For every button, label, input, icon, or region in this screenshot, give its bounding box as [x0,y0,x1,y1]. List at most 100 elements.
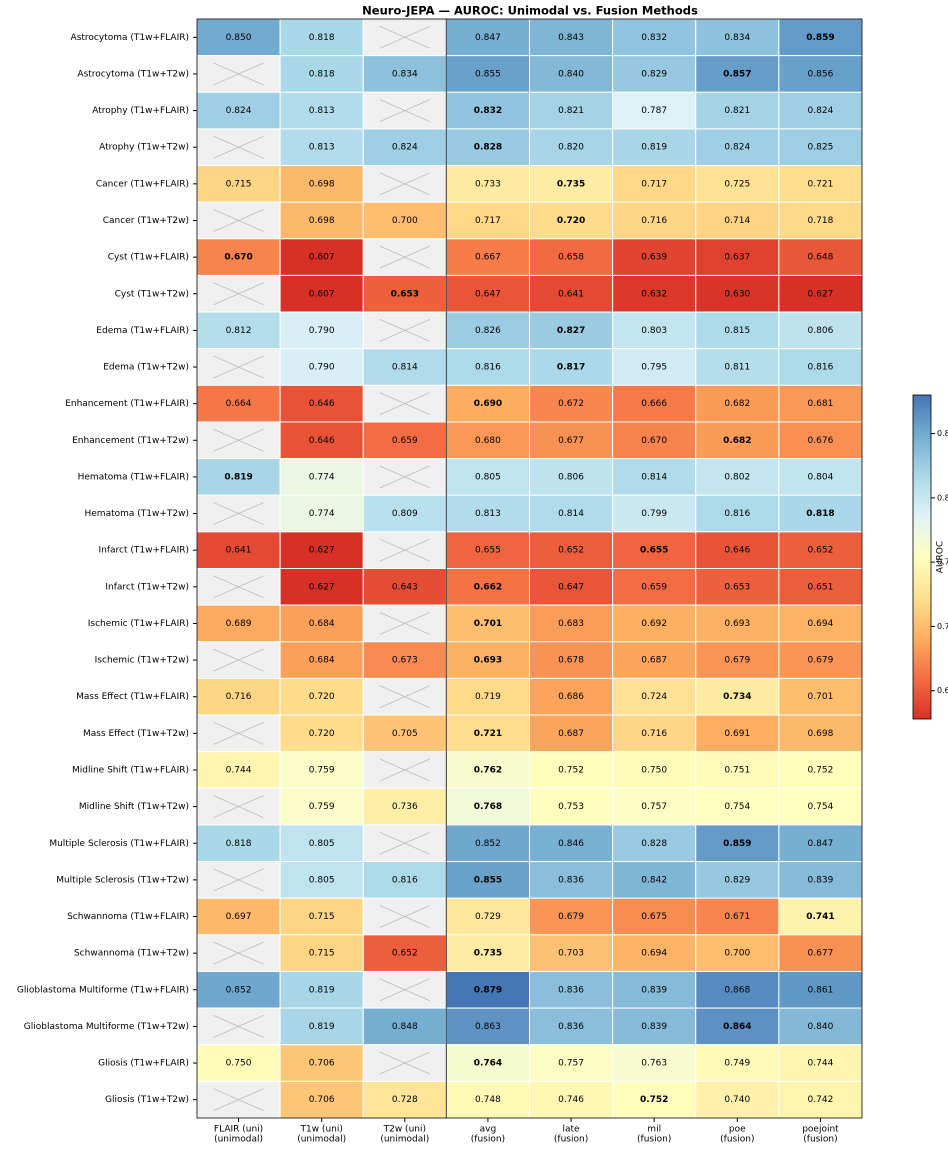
cell-label: 0.750 [641,765,667,775]
cell-label: 0.698 [309,216,335,226]
cell-label: 0.675 [641,912,667,922]
cell-label: 0.720 [309,729,335,739]
cell-label: 0.717 [641,179,667,189]
cell-label: 0.677 [808,949,834,959]
cell [695,201,780,240]
column-label: mil [647,1125,661,1135]
cell-label: 0.834 [392,69,418,79]
cell [279,128,364,167]
column-label: FLAIR (uni) [214,1125,263,1135]
cell [529,384,614,423]
cell [445,824,530,863]
cell-label: 0.815 [724,326,750,336]
cell-label: 0.643 [392,582,418,592]
cell-label: 0.667 [475,253,501,263]
cell [279,421,364,460]
cell [778,604,863,643]
column-group-label: (fusion) [720,1135,754,1145]
cell-label: 0.757 [641,802,667,812]
cell-label: 0.824 [392,143,418,153]
row-label: Hematoma (T1w+FLAIR) [78,472,189,482]
cell-label: 0.659 [392,436,418,446]
cell [196,897,281,936]
missing-cross [213,355,264,379]
cell [695,787,780,826]
cell-label: 0.676 [808,436,834,446]
cell-label: 0.678 [558,656,584,666]
column-label: poe [729,1125,746,1135]
cell-label: 0.764 [474,1059,502,1069]
cell-label: 0.812 [226,326,252,336]
cell-label: 0.693 [724,619,750,629]
cell-label: 0.687 [641,656,667,666]
cell [695,641,780,679]
column-group-label: (fusion) [803,1135,837,1145]
cell [279,861,364,899]
cell [612,494,697,533]
cell-label: 0.639 [641,253,667,263]
cell [279,824,364,863]
cell [529,458,614,496]
cell-label: 0.686 [558,692,584,702]
cell-label: 0.813 [309,143,335,153]
cell-label: 0.714 [724,216,750,226]
cell-label: 0.716 [641,216,667,226]
colorbar-tick-label: 0.65 [937,686,948,695]
cell [445,421,530,460]
cell-label: 0.817 [557,363,585,373]
cell [196,238,281,276]
cell-label: 0.819 [309,1022,335,1032]
cell [529,970,614,1009]
cell [612,348,697,386]
missing-cross [213,1015,264,1038]
missing-cross [379,25,430,49]
cell-label: 0.819 [641,143,667,153]
cell-label: 0.847 [808,839,834,849]
cell-label: 0.697 [226,912,252,922]
cell [445,714,530,753]
cell-label: 0.821 [724,106,750,116]
missing-cross [213,648,264,672]
cell-label: 0.691 [724,729,750,739]
cell-label: 0.725 [724,179,750,189]
cell [778,348,863,386]
cell-label: 0.805 [309,875,335,885]
cell [778,568,863,606]
cell-label: 0.627 [309,582,335,592]
missing-cross [379,245,430,269]
cell-label: 0.672 [558,399,584,409]
row-label: Enhancement (T1w+FLAIR) [65,399,189,409]
cell-label: 0.829 [641,69,667,79]
cell-label: 0.670 [224,253,252,263]
cell [778,1007,863,1046]
cell [529,934,614,972]
cell-label: 0.720 [557,216,585,226]
cell-label: 0.757 [558,1059,584,1069]
cell-label: 0.637 [724,253,750,263]
cell-label: 0.814 [558,509,584,519]
cell-label: 0.700 [392,216,418,226]
cell [612,165,697,203]
column-group-label: (fusion) [637,1135,671,1145]
cell [695,604,780,643]
missing-cross [213,575,264,599]
cell-label: 0.735 [557,179,585,189]
missing-cross [379,319,430,342]
cell-label: 0.859 [806,33,834,43]
cell-label: 0.673 [392,656,418,666]
cell [529,568,614,606]
cell-label: 0.864 [723,1022,751,1032]
cell-label: 0.828 [641,839,667,849]
cell-label: 0.834 [724,33,750,43]
cell-label: 0.806 [558,472,584,482]
cell-label: 0.647 [475,289,501,299]
cell [695,1007,780,1046]
cell-label: 0.740 [724,1095,750,1105]
cell-label: 0.671 [724,912,750,922]
cell [279,970,364,1009]
cell [279,238,364,276]
cell-label: 0.826 [475,326,501,336]
cell [695,384,780,423]
colorbar-label: AUROC [936,541,946,573]
cell-label: 0.855 [474,875,502,885]
